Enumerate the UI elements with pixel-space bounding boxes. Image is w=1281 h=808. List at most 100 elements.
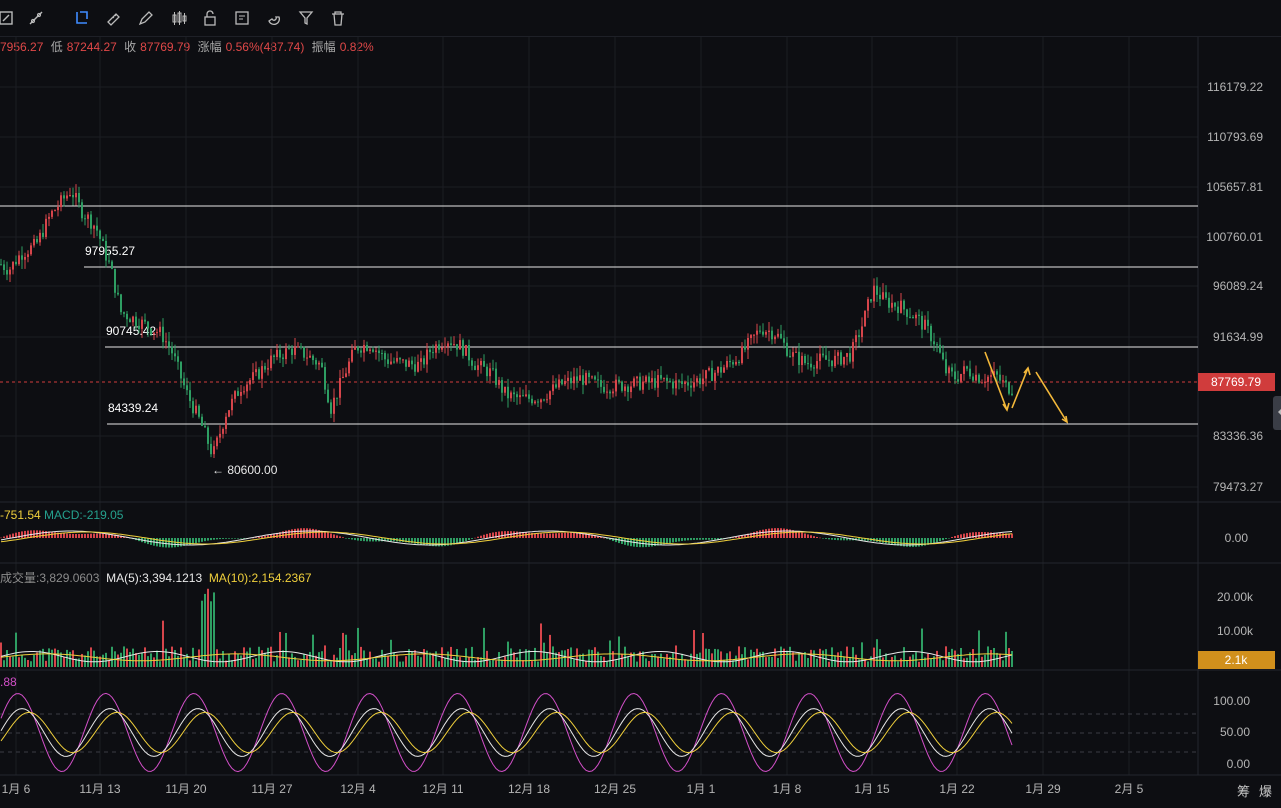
macd-bar: [669, 538, 671, 544]
candle-body: [534, 401, 536, 404]
macd-bar: [351, 538, 353, 540]
macd-bar: [945, 538, 947, 540]
candle-body: [990, 375, 992, 377]
candle-body: [519, 395, 521, 398]
candle-body: [72, 194, 74, 198]
date-tick: 12月 11: [422, 782, 463, 796]
volume-bar: [507, 641, 509, 667]
candle-body: [765, 331, 767, 335]
candle-body: [114, 268, 116, 293]
candle-body: [240, 391, 242, 396]
volume-bar: [282, 650, 284, 667]
chip-distribution-button[interactable]: 筹: [1237, 784, 1251, 799]
volume-bar: [531, 661, 533, 667]
filter-icon[interactable]: [294, 6, 318, 30]
volume-bar: [939, 657, 941, 667]
candle-body: [582, 375, 584, 385]
candle-body: [15, 261, 17, 265]
volume-bar: [858, 659, 860, 667]
volume-bar: [693, 630, 695, 667]
level-label: 84339.24: [108, 401, 158, 415]
volume-bar: [105, 652, 107, 667]
macd-bar: [516, 531, 518, 538]
candle-body: [69, 194, 71, 196]
notes-icon[interactable]: [230, 6, 254, 30]
volume-bar: [798, 652, 800, 667]
magnet-icon[interactable]: [262, 6, 286, 30]
candle-body: [768, 330, 770, 332]
macd-bar: [84, 533, 86, 538]
macd-bar: [585, 533, 587, 538]
macd-bar: [612, 538, 614, 542]
pen-icon[interactable]: [134, 6, 158, 30]
layout-icon[interactable]: [0, 6, 18, 30]
volume-bar: [69, 651, 71, 667]
macd-bar: [954, 536, 956, 538]
volume-bar: [813, 650, 815, 667]
volume-bar: [243, 647, 245, 667]
candle-body: [918, 314, 920, 316]
candle-body: [528, 394, 530, 399]
volume-bar: [564, 650, 566, 667]
candle-body: [24, 256, 26, 260]
macd-bar: [927, 538, 929, 545]
macd-bar: [99, 533, 101, 538]
candles-icon[interactable]: [167, 6, 191, 30]
macd-bar: [861, 538, 863, 541]
volume-bar: [807, 658, 809, 667]
volume-bar: [936, 650, 938, 667]
volume-bar: [573, 659, 575, 667]
macd-bar: [486, 533, 488, 538]
candle-body: [687, 382, 689, 386]
volume-bar: [432, 653, 434, 667]
macd-bar: [540, 533, 542, 538]
liquidation-button[interactable]: 爆: [1259, 784, 1273, 799]
volume-bar: [825, 649, 827, 667]
cursor-tool-icon[interactable]: [70, 6, 94, 30]
volume-bar: [294, 656, 296, 667]
price-tick: 79473.27: [1213, 480, 1263, 494]
macd-bar: [570, 532, 572, 538]
volume-bar: [291, 653, 293, 667]
macd-bar: [408, 538, 410, 543]
candle-body: [273, 355, 275, 358]
macd-label: MACD:: [44, 508, 83, 522]
ruler-icon[interactable]: [102, 6, 126, 30]
line-tool-icon[interactable]: [24, 6, 48, 30]
macd-bar: [42, 530, 44, 538]
candle-body: [660, 375, 662, 379]
macd-bar: [105, 533, 107, 538]
candle-body: [570, 377, 572, 384]
macd-bar: [903, 538, 905, 547]
volume-bar: [267, 647, 269, 667]
volume-bar: [384, 654, 386, 667]
candle-body: [957, 379, 959, 382]
lock-icon[interactable]: [198, 6, 222, 30]
macd-bar: [66, 533, 68, 538]
candle-body: [267, 368, 269, 370]
volume-bar: [357, 627, 359, 667]
volume-bar: [927, 653, 929, 667]
volume-bar: [1005, 631, 1007, 667]
volume-bar: [48, 648, 50, 667]
trash-icon[interactable]: [326, 6, 350, 30]
candle-body: [639, 376, 641, 390]
candle-body: [963, 366, 965, 374]
macd-bar: [39, 530, 41, 538]
volume-bar: [570, 647, 572, 667]
side-panel-handle[interactable]: [1273, 396, 1281, 430]
candle-body: [903, 300, 905, 310]
candle-body: [135, 316, 137, 326]
candle-body: [78, 192, 80, 203]
volume-bar: [942, 660, 944, 667]
macd-bar: [753, 531, 755, 538]
volume-bar: [495, 660, 497, 667]
volume-bar: [465, 648, 467, 667]
candle-body: [459, 340, 461, 350]
candle-body: [315, 360, 317, 365]
macd-bar: [822, 538, 824, 539]
volume-bar: [678, 659, 680, 667]
candle-body: [531, 398, 533, 404]
date-tick: 1月 6: [2, 782, 31, 796]
